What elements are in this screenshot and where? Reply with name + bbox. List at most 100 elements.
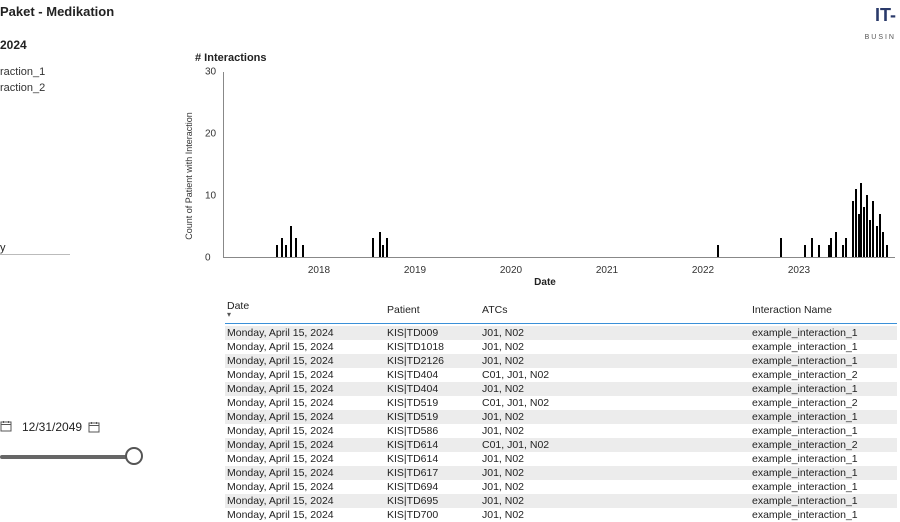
chart-bar[interactable] [845, 238, 847, 257]
chart-bar[interactable] [852, 201, 854, 257]
chart-bar[interactable] [717, 245, 719, 257]
left-list-item[interactable]: raction_1 [0, 64, 45, 80]
table-row[interactable]: Monday, April 15, 2024KIS|TD404C01, J01,… [225, 368, 897, 382]
table-row[interactable]: Monday, April 15, 2024KIS|TD694J01, N02e… [225, 480, 897, 494]
chart-bar[interactable] [858, 214, 860, 257]
table-cell: Monday, April 15, 2024 [227, 425, 387, 437]
chart-ytick-label: 20 [205, 129, 216, 140]
chart-bar[interactable] [382, 245, 384, 257]
chart-bar[interactable] [886, 245, 888, 257]
table-cell: example_interaction_1 [752, 355, 900, 367]
chart-xtick-label: 2020 [500, 265, 522, 276]
table-column-header[interactable]: ATCs [482, 304, 752, 316]
chart-bar[interactable] [285, 245, 287, 257]
table-cell: KIS|TD519 [387, 411, 482, 423]
table-cell: Monday, April 15, 2024 [227, 509, 387, 521]
table-row[interactable]: Monday, April 15, 2024KIS|TD2126J01, N02… [225, 354, 897, 368]
chart-bar[interactable] [866, 195, 868, 257]
table-row[interactable]: Monday, April 15, 2024KIS|TD617J01, N02e… [225, 466, 897, 480]
chart-bar[interactable] [842, 245, 844, 257]
chart-bar[interactable] [855, 189, 857, 257]
table-cell: KIS|TD404 [387, 369, 482, 381]
table-cell: J01, N02 [482, 383, 752, 395]
chart-bar[interactable] [372, 238, 374, 257]
chart-bar[interactable] [835, 232, 837, 257]
chart-bar[interactable] [860, 183, 862, 257]
date-to-field[interactable]: 12/31/2049 [22, 420, 100, 434]
table-cell: Monday, April 15, 2024 [227, 327, 387, 339]
chart-x-axis-label: Date [534, 277, 556, 288]
table-cell: example_interaction_2 [752, 439, 900, 451]
table-cell: example_interaction_1 [752, 411, 900, 423]
left-list-item[interactable]: raction_2 [0, 80, 45, 96]
chart-y-axis-label: Count of Patient with Interaction [184, 112, 194, 240]
table-row[interactable]: Monday, April 15, 2024KIS|TD695J01, N02e… [225, 494, 897, 508]
chart-bar[interactable] [879, 214, 881, 257]
table-cell: example_interaction_1 [752, 481, 900, 493]
chart-bar[interactable] [386, 238, 388, 257]
chart-bar[interactable] [869, 220, 871, 257]
table-row[interactable]: Monday, April 15, 2024KIS|TD614C01, J01,… [225, 438, 897, 452]
table-row[interactable]: Monday, April 15, 2024KIS|TD519J01, N02e… [225, 410, 897, 424]
page-title: Paket - Medikation [0, 4, 114, 19]
table-column-header[interactable]: Interaction Name [752, 304, 900, 316]
table-column-header[interactable]: Date▾ [227, 300, 387, 319]
chart-bar[interactable] [295, 238, 297, 257]
date-from-field[interactable] [0, 420, 12, 432]
table-cell: Monday, April 15, 2024 [227, 397, 387, 409]
chart-bar[interactable] [830, 238, 832, 257]
table-cell: example_interaction_1 [752, 425, 900, 437]
chart-plot-area[interactable] [223, 72, 895, 258]
chart-bar[interactable] [780, 238, 782, 257]
table-row[interactable]: Monday, April 15, 2024KIS|TD586J01, N02e… [225, 424, 897, 438]
table-row[interactable]: Monday, April 15, 2024KIS|TD519C01, J01,… [225, 396, 897, 410]
chart-bar[interactable] [804, 245, 806, 257]
table-cell: Monday, April 15, 2024 [227, 341, 387, 353]
table-cell: Monday, April 15, 2024 [227, 355, 387, 367]
chart-bar[interactable] [863, 207, 865, 257]
interactions-table: Date▾PatientATCsInteraction Name Monday,… [225, 300, 897, 522]
table-cell: example_interaction_1 [752, 383, 900, 395]
table-cell: example_interaction_1 [752, 467, 900, 479]
table-body: Monday, April 15, 2024KIS|TD009J01, N02e… [225, 326, 897, 522]
brand-logo-sub: BUSIN [865, 34, 896, 41]
chart-xtick-label: 2023 [788, 265, 810, 276]
table-column-header[interactable]: Patient [387, 304, 482, 316]
table-row[interactable]: Monday, April 15, 2024KIS|TD614J01, N02e… [225, 452, 897, 466]
table-row[interactable]: Monday, April 15, 2024KIS|TD1018J01, N02… [225, 340, 897, 354]
chart-bar[interactable] [379, 232, 381, 257]
table-cell: C01, J01, N02 [482, 397, 752, 409]
table-cell: J01, N02 [482, 355, 752, 367]
chart-bar[interactable] [276, 245, 278, 257]
table-cell: Monday, April 15, 2024 [227, 453, 387, 465]
table-cell: Monday, April 15, 2024 [227, 439, 387, 451]
chart-bar[interactable] [281, 238, 283, 257]
chart-bar[interactable] [302, 245, 304, 257]
calendar-icon [88, 421, 100, 433]
table-row[interactable]: Monday, April 15, 2024KIS|TD700J01, N02e… [225, 508, 897, 522]
table-cell: example_interaction_1 [752, 327, 900, 339]
table-cell: example_interaction_1 [752, 495, 900, 507]
table-row[interactable]: Monday, April 15, 2024KIS|TD009J01, N02e… [225, 326, 897, 340]
table-cell: Monday, April 15, 2024 [227, 467, 387, 479]
table-cell: Monday, April 15, 2024 [227, 481, 387, 493]
date-slider-knob[interactable] [125, 447, 143, 465]
table-cell: KIS|TD694 [387, 481, 482, 493]
chart-ytick-label: 30 [205, 67, 216, 78]
chart-bar[interactable] [811, 238, 813, 257]
chart-bar[interactable] [818, 245, 820, 257]
chart-bar[interactable] [882, 232, 884, 257]
interactions-bar-chart: Count of Patient with Interaction Date 0… [195, 66, 895, 286]
table-row[interactable]: Monday, April 15, 2024KIS|TD404J01, N02e… [225, 382, 897, 396]
table-header-row[interactable]: Date▾PatientATCsInteraction Name [225, 300, 897, 324]
table-cell: J01, N02 [482, 425, 752, 437]
chart-bar[interactable] [872, 201, 874, 257]
date-slider-track[interactable] [0, 455, 135, 459]
table-cell: example_interaction_2 [752, 397, 900, 409]
chart-bar[interactable] [290, 226, 292, 257]
chart-bar[interactable] [876, 226, 878, 257]
brand-logo-main: IT- [875, 5, 896, 25]
table-cell: KIS|TD614 [387, 439, 482, 451]
table-cell: J01, N02 [482, 481, 752, 493]
chart-ytick-label: 10 [205, 191, 216, 202]
